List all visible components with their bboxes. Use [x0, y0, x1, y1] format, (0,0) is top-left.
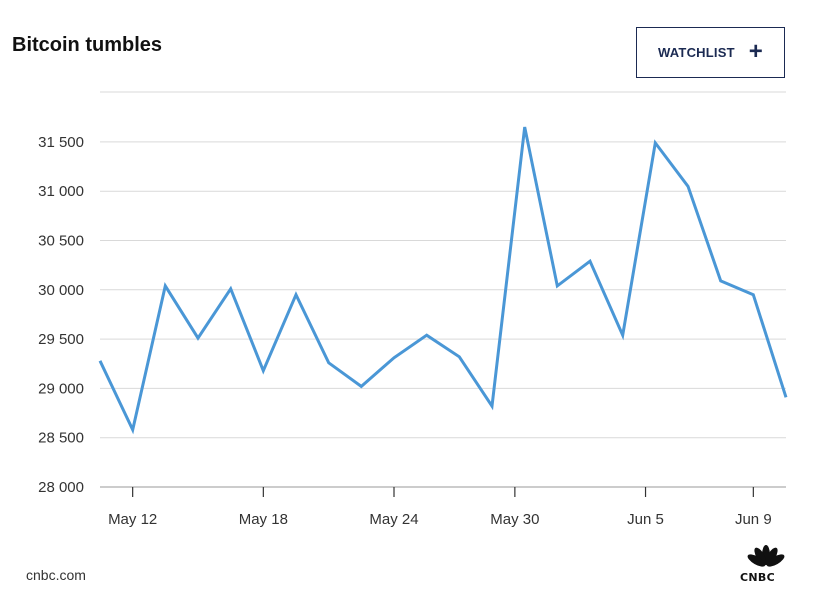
y-tick-label: 31 000	[38, 183, 84, 200]
x-tick-label: May 24	[369, 511, 418, 528]
x-tick-label: May 18	[239, 511, 288, 528]
x-tick-label: Jun 9	[735, 511, 772, 528]
watchlist-label: WATCHLIST	[658, 45, 735, 60]
x-tick-label: May 12	[108, 511, 157, 528]
price-line	[98, 126, 788, 435]
bitcoin-line-chart: 28 000 28 500 29 000 29 500 30 000 30 500 31 0…	[38, 91, 788, 528]
watchlist-button[interactable]: WATCHLIST +	[636, 27, 785, 78]
source-label: cnbc.com	[26, 567, 86, 583]
x-tick-label: Jun 5	[627, 511, 664, 528]
y-tick-label: 29 500	[38, 331, 84, 348]
y-tick-label: 28 500	[38, 430, 84, 447]
cnbc-logo-text: CNBC	[740, 571, 775, 584]
plus-icon: +	[748, 37, 763, 65]
y-tick-label: 30 500	[38, 233, 84, 250]
x-tick-label: May 30	[490, 511, 539, 528]
y-tick-label: 29 000	[38, 380, 84, 397]
y-tick-label: 28 000	[38, 479, 84, 496]
y-tick-label: 31 500	[38, 134, 84, 151]
cnbc-peacock-icon	[747, 545, 785, 567]
chart-title: Bitcoin tumbles	[12, 34, 163, 56]
y-tick-label: 30 000	[38, 282, 84, 299]
